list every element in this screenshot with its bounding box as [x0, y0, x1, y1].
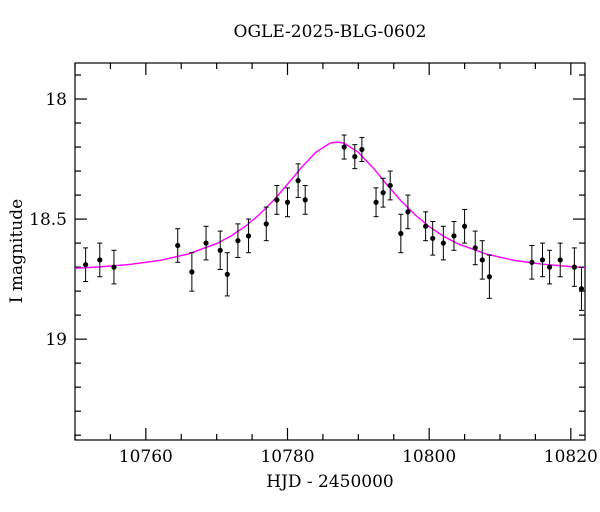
data-point — [111, 264, 117, 270]
data-point — [571, 264, 577, 270]
data-point — [235, 238, 241, 244]
data-point — [472, 245, 478, 251]
data-point — [557, 257, 563, 263]
data-point — [217, 247, 223, 253]
data-point — [405, 209, 411, 215]
data-point — [284, 199, 291, 205]
data-point — [245, 233, 252, 239]
model-curve — [74, 141, 586, 270]
chart-title: OGLE-2025-BLG-0602 — [233, 22, 427, 42]
data-point — [373, 199, 379, 205]
data-point — [274, 197, 280, 203]
data-point — [83, 262, 89, 268]
data-point — [461, 223, 468, 229]
data-point — [423, 223, 429, 229]
x-tick-label: 10820 — [544, 447, 598, 467]
data-point — [440, 240, 446, 246]
y-tick-label: 18.5 — [29, 210, 67, 230]
x-axis-label: HJD - 2450000 — [266, 472, 394, 492]
x-tick-label: 10800 — [402, 447, 456, 467]
error-bars — [83, 134, 584, 311]
x-tick-label: 10780 — [260, 447, 314, 467]
data-point — [359, 146, 365, 153]
y-tick-label: 18 — [45, 90, 67, 110]
data-point — [546, 264, 553, 270]
data-point — [224, 271, 230, 277]
data-point — [479, 257, 485, 263]
plot-border — [74, 62, 586, 441]
data-point — [486, 274, 492, 280]
data-point — [451, 233, 457, 239]
data-point — [352, 154, 358, 160]
data-point — [97, 257, 103, 263]
data-point — [203, 240, 209, 246]
data-point — [387, 182, 393, 189]
data-point — [398, 230, 404, 237]
y-tick-label: 19 — [45, 330, 67, 350]
data-point — [189, 269, 195, 275]
x-tick-label: 10760 — [119, 447, 173, 467]
data-point — [295, 178, 301, 184]
model-curve-path — [74, 141, 586, 270]
data-point — [430, 235, 436, 241]
data-point — [539, 257, 546, 263]
data-points — [83, 144, 585, 292]
data-point — [341, 144, 347, 150]
data-point — [263, 221, 269, 227]
data-point — [380, 190, 386, 196]
data-point — [302, 197, 308, 203]
data-point — [529, 259, 535, 265]
data-point — [578, 286, 585, 292]
data-point — [175, 242, 181, 249]
